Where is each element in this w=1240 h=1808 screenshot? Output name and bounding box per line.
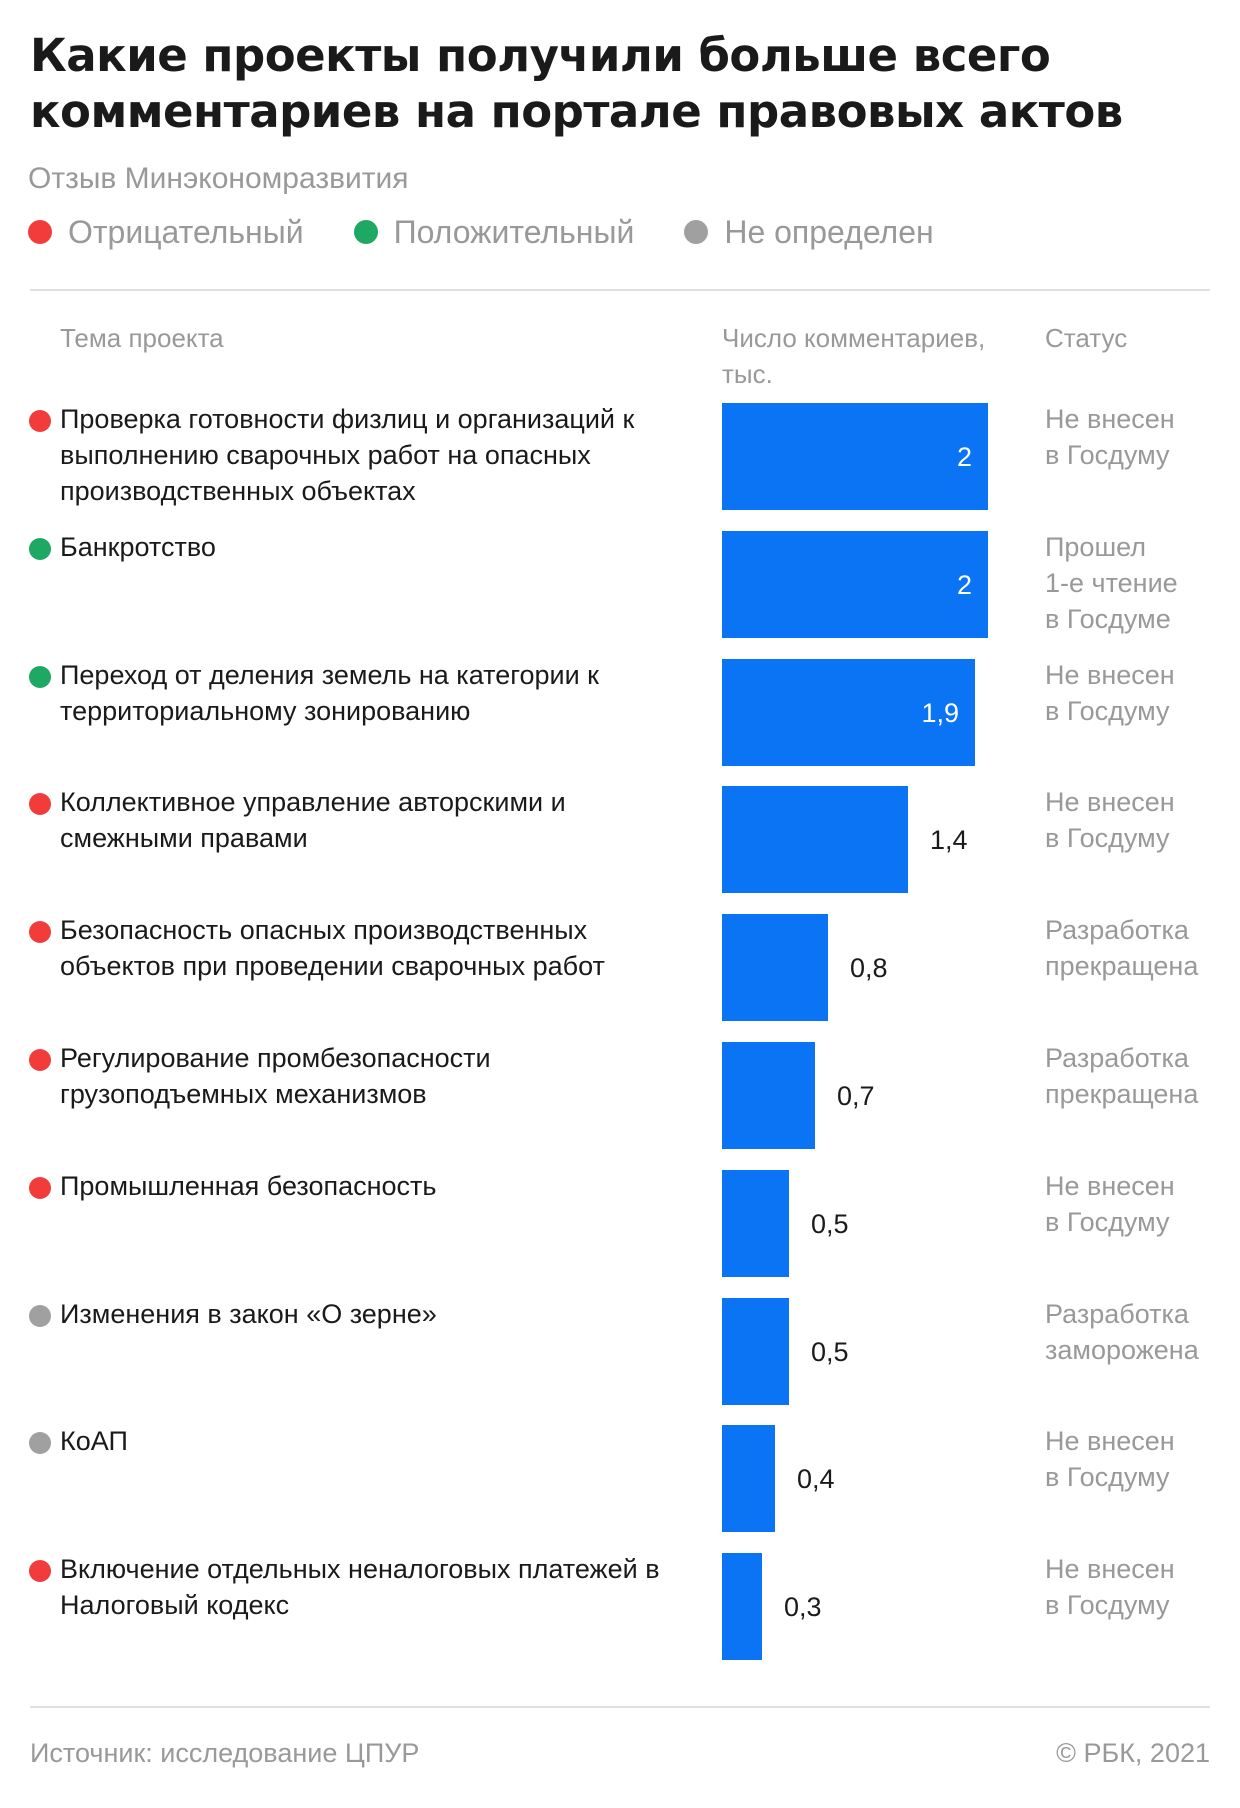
project-status: Прошел 1-е чтение в Госдуме xyxy=(1045,532,1178,634)
project-status: Разработка заморожена xyxy=(1045,1299,1199,1365)
chart-subtitle: Отзыв Минэкономразвития xyxy=(28,162,409,195)
project-topic: Переход от деления земель на категории к… xyxy=(60,660,599,726)
chart-title: Какие проекты получили больше всего комм… xyxy=(30,29,1123,138)
top-divider xyxy=(30,289,1210,291)
bar xyxy=(722,531,988,638)
legend-item-negative: Отрицательный xyxy=(28,214,304,251)
project-topic: Банкротство xyxy=(60,532,216,562)
bar-value-label: 2 xyxy=(956,441,972,472)
column-header-topic: Тема проекта xyxy=(60,323,224,353)
bar-value-label: 0,7 xyxy=(837,1080,875,1111)
legend-dot-positive xyxy=(353,220,378,244)
legend-label-positive: Положительный xyxy=(393,213,635,250)
review-dot xyxy=(29,1432,51,1454)
bar xyxy=(722,914,828,1021)
bar xyxy=(722,1553,762,1660)
review-dot xyxy=(29,410,51,432)
review-dot xyxy=(29,666,51,688)
bar xyxy=(722,659,975,766)
project-topic: Регулирование промбезопасности грузоподъ… xyxy=(60,1043,491,1109)
bar-value-label: 0,4 xyxy=(797,1463,835,1494)
review-dot xyxy=(29,921,51,943)
review-dot xyxy=(29,1560,51,1582)
source-note: Источник: исследование ЦПУР xyxy=(30,1738,420,1768)
column-header-count: Число комментариев, тыс. xyxy=(722,323,986,389)
bar-value-label: 0,5 xyxy=(811,1208,849,1239)
legend-label-undefined: Не определен xyxy=(724,213,934,250)
bar xyxy=(722,786,908,893)
project-status: Разработка прекращена xyxy=(1045,1043,1199,1109)
project-topic: Включение отдельных неналоговых платежей… xyxy=(60,1554,660,1620)
bar xyxy=(722,1425,775,1532)
column-header-status: Статус xyxy=(1045,323,1128,353)
bar-value-label: 1,9 xyxy=(921,697,959,728)
legend: Отрицательный Положительный Не определен xyxy=(28,210,984,254)
project-status: Не внесен в Госдуму xyxy=(1045,660,1175,726)
bar xyxy=(722,1170,789,1277)
bar-value-label: 0,8 xyxy=(850,952,888,983)
bar-value-label: 2 xyxy=(956,569,972,600)
review-dot xyxy=(29,1305,51,1327)
project-topic: Промышленная безопасность xyxy=(60,1171,437,1201)
review-dot xyxy=(29,793,51,815)
legend-label-negative: Отрицательный xyxy=(68,213,304,250)
project-status: Не внесен в Госдуму xyxy=(1045,404,1175,470)
legend-item-positive: Положительный xyxy=(353,213,635,251)
project-status: Не внесен в Госдуму xyxy=(1045,1554,1175,1620)
review-dot xyxy=(29,1177,51,1199)
copyright: © РБК, 2021 xyxy=(1056,1738,1210,1768)
legend-dot-negative xyxy=(28,220,52,244)
project-status: Не внесен в Госдуму xyxy=(1045,1171,1175,1237)
review-dot xyxy=(29,538,51,560)
bar-value-label: 1,4 xyxy=(930,824,968,855)
bar-value-label: 0,5 xyxy=(811,1336,849,1367)
project-topic: Проверка готовности физлиц и организаций… xyxy=(60,404,635,506)
project-topic: Безопасность опасных производственных об… xyxy=(60,915,605,981)
bar xyxy=(722,1042,815,1149)
project-status: Не внесен в Госдуму xyxy=(1045,787,1175,853)
bar xyxy=(722,1298,789,1405)
legend-dot-undefined xyxy=(684,220,709,244)
project-topic: КоАП xyxy=(60,1426,128,1456)
bottom-divider xyxy=(30,1706,1210,1708)
project-topic: Коллективное управление авторскими и сме… xyxy=(60,787,566,853)
legend-item-undefined: Не определен xyxy=(684,213,934,251)
project-status: Не внесен в Госдуму xyxy=(1045,1426,1175,1492)
bar xyxy=(722,403,988,510)
project-status: Разработка прекращена xyxy=(1045,915,1199,981)
review-dot xyxy=(29,1049,51,1071)
project-topic: Изменения в закон «О зерне» xyxy=(60,1299,437,1329)
bar-value-label: 0,3 xyxy=(784,1591,822,1622)
